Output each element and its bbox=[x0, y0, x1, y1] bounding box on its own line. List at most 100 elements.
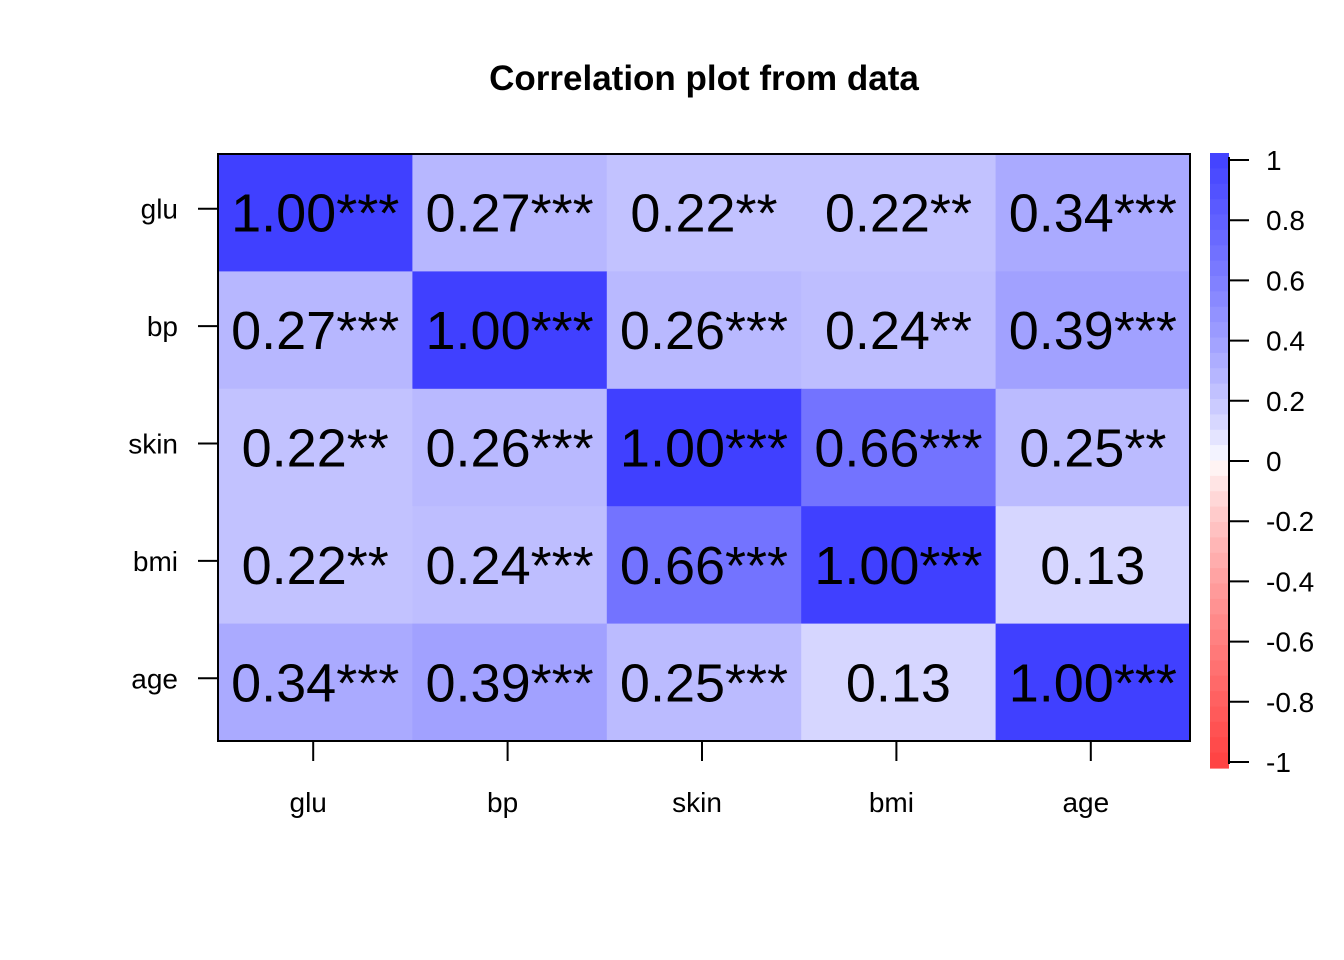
colorbar-segment bbox=[1210, 229, 1229, 246]
colorbar-tick-label: 0.6 bbox=[1266, 265, 1305, 296]
cell-label: 0.34*** bbox=[1009, 184, 1177, 244]
colorbar-segment bbox=[1210, 706, 1229, 723]
colorbar-segment bbox=[1210, 721, 1229, 738]
colorbar-segment bbox=[1210, 368, 1229, 385]
cell-label: 0.13 bbox=[1040, 536, 1145, 596]
heatmap-cell bbox=[218, 388, 413, 507]
colorbar-segment bbox=[1210, 522, 1229, 538]
colorbar-segment bbox=[1210, 645, 1229, 661]
heatmap-cell bbox=[412, 623, 608, 742]
x-tick-label: age bbox=[1062, 787, 1109, 818]
colorbar-tick-label: -0.4 bbox=[1266, 566, 1314, 597]
heatmap-cell bbox=[801, 271, 997, 390]
colorbar-segment bbox=[1210, 153, 1229, 169]
colorbar-segment bbox=[1210, 460, 1229, 477]
heatmap-cell bbox=[995, 506, 1191, 625]
x-tick-label: bp bbox=[487, 787, 518, 818]
colorbar-segment bbox=[1210, 399, 1229, 415]
colorbar-segment bbox=[1210, 337, 1229, 354]
colorbar-tick-label: 0 bbox=[1266, 446, 1282, 477]
heatmap-cell bbox=[412, 506, 608, 625]
x-tick-label: bmi bbox=[869, 787, 914, 818]
heatmap-cell bbox=[412, 388, 608, 507]
cell-label: 0.25** bbox=[1019, 419, 1166, 479]
colorbar-tick-label: -1 bbox=[1266, 747, 1291, 778]
colorbar-segment bbox=[1210, 583, 1229, 600]
cell-label: 0.24** bbox=[825, 301, 972, 361]
heatmap-cell bbox=[995, 154, 1191, 272]
colorbar-segment bbox=[1210, 660, 1229, 677]
heatmap-cell bbox=[606, 623, 802, 742]
heatmap-cell bbox=[218, 154, 413, 272]
cell-label: 1.00*** bbox=[231, 184, 399, 244]
colorbar-segment bbox=[1210, 752, 1229, 769]
heatmap-cell bbox=[412, 154, 608, 272]
colorbar-segment bbox=[1210, 675, 1229, 692]
cell-label: 0.39*** bbox=[1009, 301, 1177, 361]
cell-label: 0.66*** bbox=[620, 536, 788, 596]
cell-label: 0.22** bbox=[630, 184, 777, 244]
colorbar-segment bbox=[1210, 322, 1229, 339]
heatmap-cell bbox=[412, 271, 608, 390]
colorbar-segment bbox=[1210, 445, 1229, 462]
colorbar-segment bbox=[1210, 214, 1229, 231]
colorbar-segment bbox=[1210, 737, 1229, 754]
cell-label: 0.34*** bbox=[231, 653, 399, 713]
heatmap-cell bbox=[218, 271, 413, 390]
colorbar-segment bbox=[1210, 614, 1229, 631]
colorbar-segment bbox=[1210, 552, 1229, 569]
colorbar-tick-label: 0.2 bbox=[1266, 386, 1305, 417]
colorbar-segment bbox=[1210, 245, 1229, 262]
colorbar-segment bbox=[1210, 383, 1229, 400]
colorbar-segment bbox=[1210, 276, 1229, 292]
cell-label: 1.00*** bbox=[1009, 653, 1177, 713]
heatmap-cell bbox=[801, 506, 997, 625]
colorbar-tick-label: -0.2 bbox=[1266, 506, 1314, 537]
colorbar-segment bbox=[1210, 306, 1229, 323]
colorbar-segment bbox=[1210, 352, 1229, 369]
cell-label: 0.22** bbox=[825, 184, 972, 244]
cell-label: 0.22** bbox=[242, 419, 389, 479]
colorbar-tick-label: 0.4 bbox=[1266, 326, 1305, 357]
y-tick-label: bmi bbox=[133, 546, 178, 577]
cell-label: 0.26*** bbox=[620, 301, 788, 361]
colorbar-segment bbox=[1210, 598, 1229, 615]
cell-label: 0.24*** bbox=[426, 536, 594, 596]
plot-frame bbox=[217, 153, 1191, 742]
x-tick-label: skin bbox=[672, 787, 722, 818]
colorbar-segment bbox=[1210, 475, 1229, 492]
heatmap-cell bbox=[606, 388, 802, 507]
heatmap-cell bbox=[995, 623, 1191, 742]
chart-title: Correlation plot from data bbox=[489, 59, 919, 98]
y-tick-label: skin bbox=[128, 429, 178, 460]
cell-label: 1.00*** bbox=[814, 536, 982, 596]
colorbar-segment bbox=[1210, 260, 1229, 277]
colorbar-segment bbox=[1210, 491, 1229, 508]
colorbar-segment bbox=[1210, 168, 1229, 185]
heatmap-cell bbox=[801, 388, 997, 507]
cell-label: 0.13 bbox=[846, 653, 951, 713]
heatmap-cell bbox=[801, 623, 997, 742]
cell-label: 0.26*** bbox=[426, 419, 594, 479]
heatmap-cell bbox=[801, 154, 997, 272]
heatmap-cell bbox=[606, 154, 802, 272]
cell-label: 0.66*** bbox=[814, 419, 982, 479]
colorbar-segment bbox=[1210, 568, 1229, 585]
heatmap-cell bbox=[995, 271, 1191, 390]
cell-label: 1.00*** bbox=[426, 301, 594, 361]
heatmap-cell bbox=[995, 388, 1191, 507]
colorbar-segment bbox=[1210, 691, 1229, 708]
colorbar-segment bbox=[1210, 291, 1229, 308]
cell-label: 1.00*** bbox=[620, 419, 788, 479]
heatmap-cell bbox=[606, 271, 802, 390]
cell-label: 0.25*** bbox=[620, 653, 788, 713]
heatmap-cell bbox=[218, 506, 413, 625]
colorbar-tick-label: -0.8 bbox=[1266, 687, 1314, 718]
colorbar-segment bbox=[1210, 414, 1229, 431]
colorbar-segment bbox=[1210, 537, 1229, 554]
colorbar-segment bbox=[1210, 199, 1229, 216]
colorbar-segment bbox=[1210, 629, 1229, 646]
y-tick-label: age bbox=[131, 663, 178, 694]
cell-label: 0.39*** bbox=[426, 653, 594, 713]
